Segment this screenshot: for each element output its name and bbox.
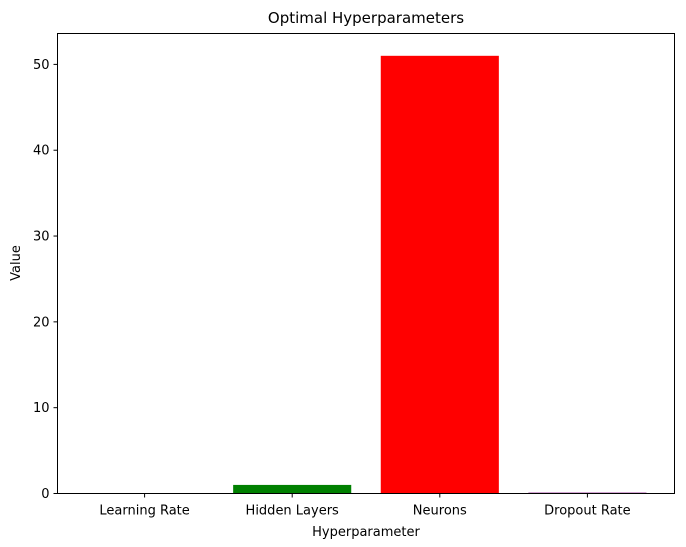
y-tick-label: 10 bbox=[33, 401, 50, 416]
bars-group bbox=[85, 55, 647, 494]
x-tick-label: Dropout Rate bbox=[544, 504, 631, 519]
x-tick-label: Learning Rate bbox=[99, 504, 189, 519]
bar-neurons bbox=[380, 55, 499, 494]
bar-hidden-layers bbox=[233, 484, 352, 494]
x-axis-ticks: Learning Rate Hidden Layers Neurons Dropout… bbox=[99, 493, 631, 519]
x-tick-label: Neurons bbox=[413, 504, 467, 519]
chart-title: Optimal Hyperparameters bbox=[268, 9, 464, 27]
y-tick-label: 30 bbox=[33, 230, 50, 245]
x-axis-label: Hyperparameter bbox=[312, 525, 420, 540]
y-tick-label: 0 bbox=[41, 487, 49, 502]
x-tick-label: Hidden Layers bbox=[246, 504, 340, 519]
y-axis-label: Value bbox=[9, 245, 24, 281]
y-tick-label: 20 bbox=[33, 315, 50, 330]
y-tick-label: 50 bbox=[33, 58, 50, 73]
y-axis-ticks: 0 10 20 30 40 50 bbox=[33, 58, 58, 502]
y-tick-label: 40 bbox=[33, 144, 50, 159]
plot-frame bbox=[57, 33, 675, 494]
